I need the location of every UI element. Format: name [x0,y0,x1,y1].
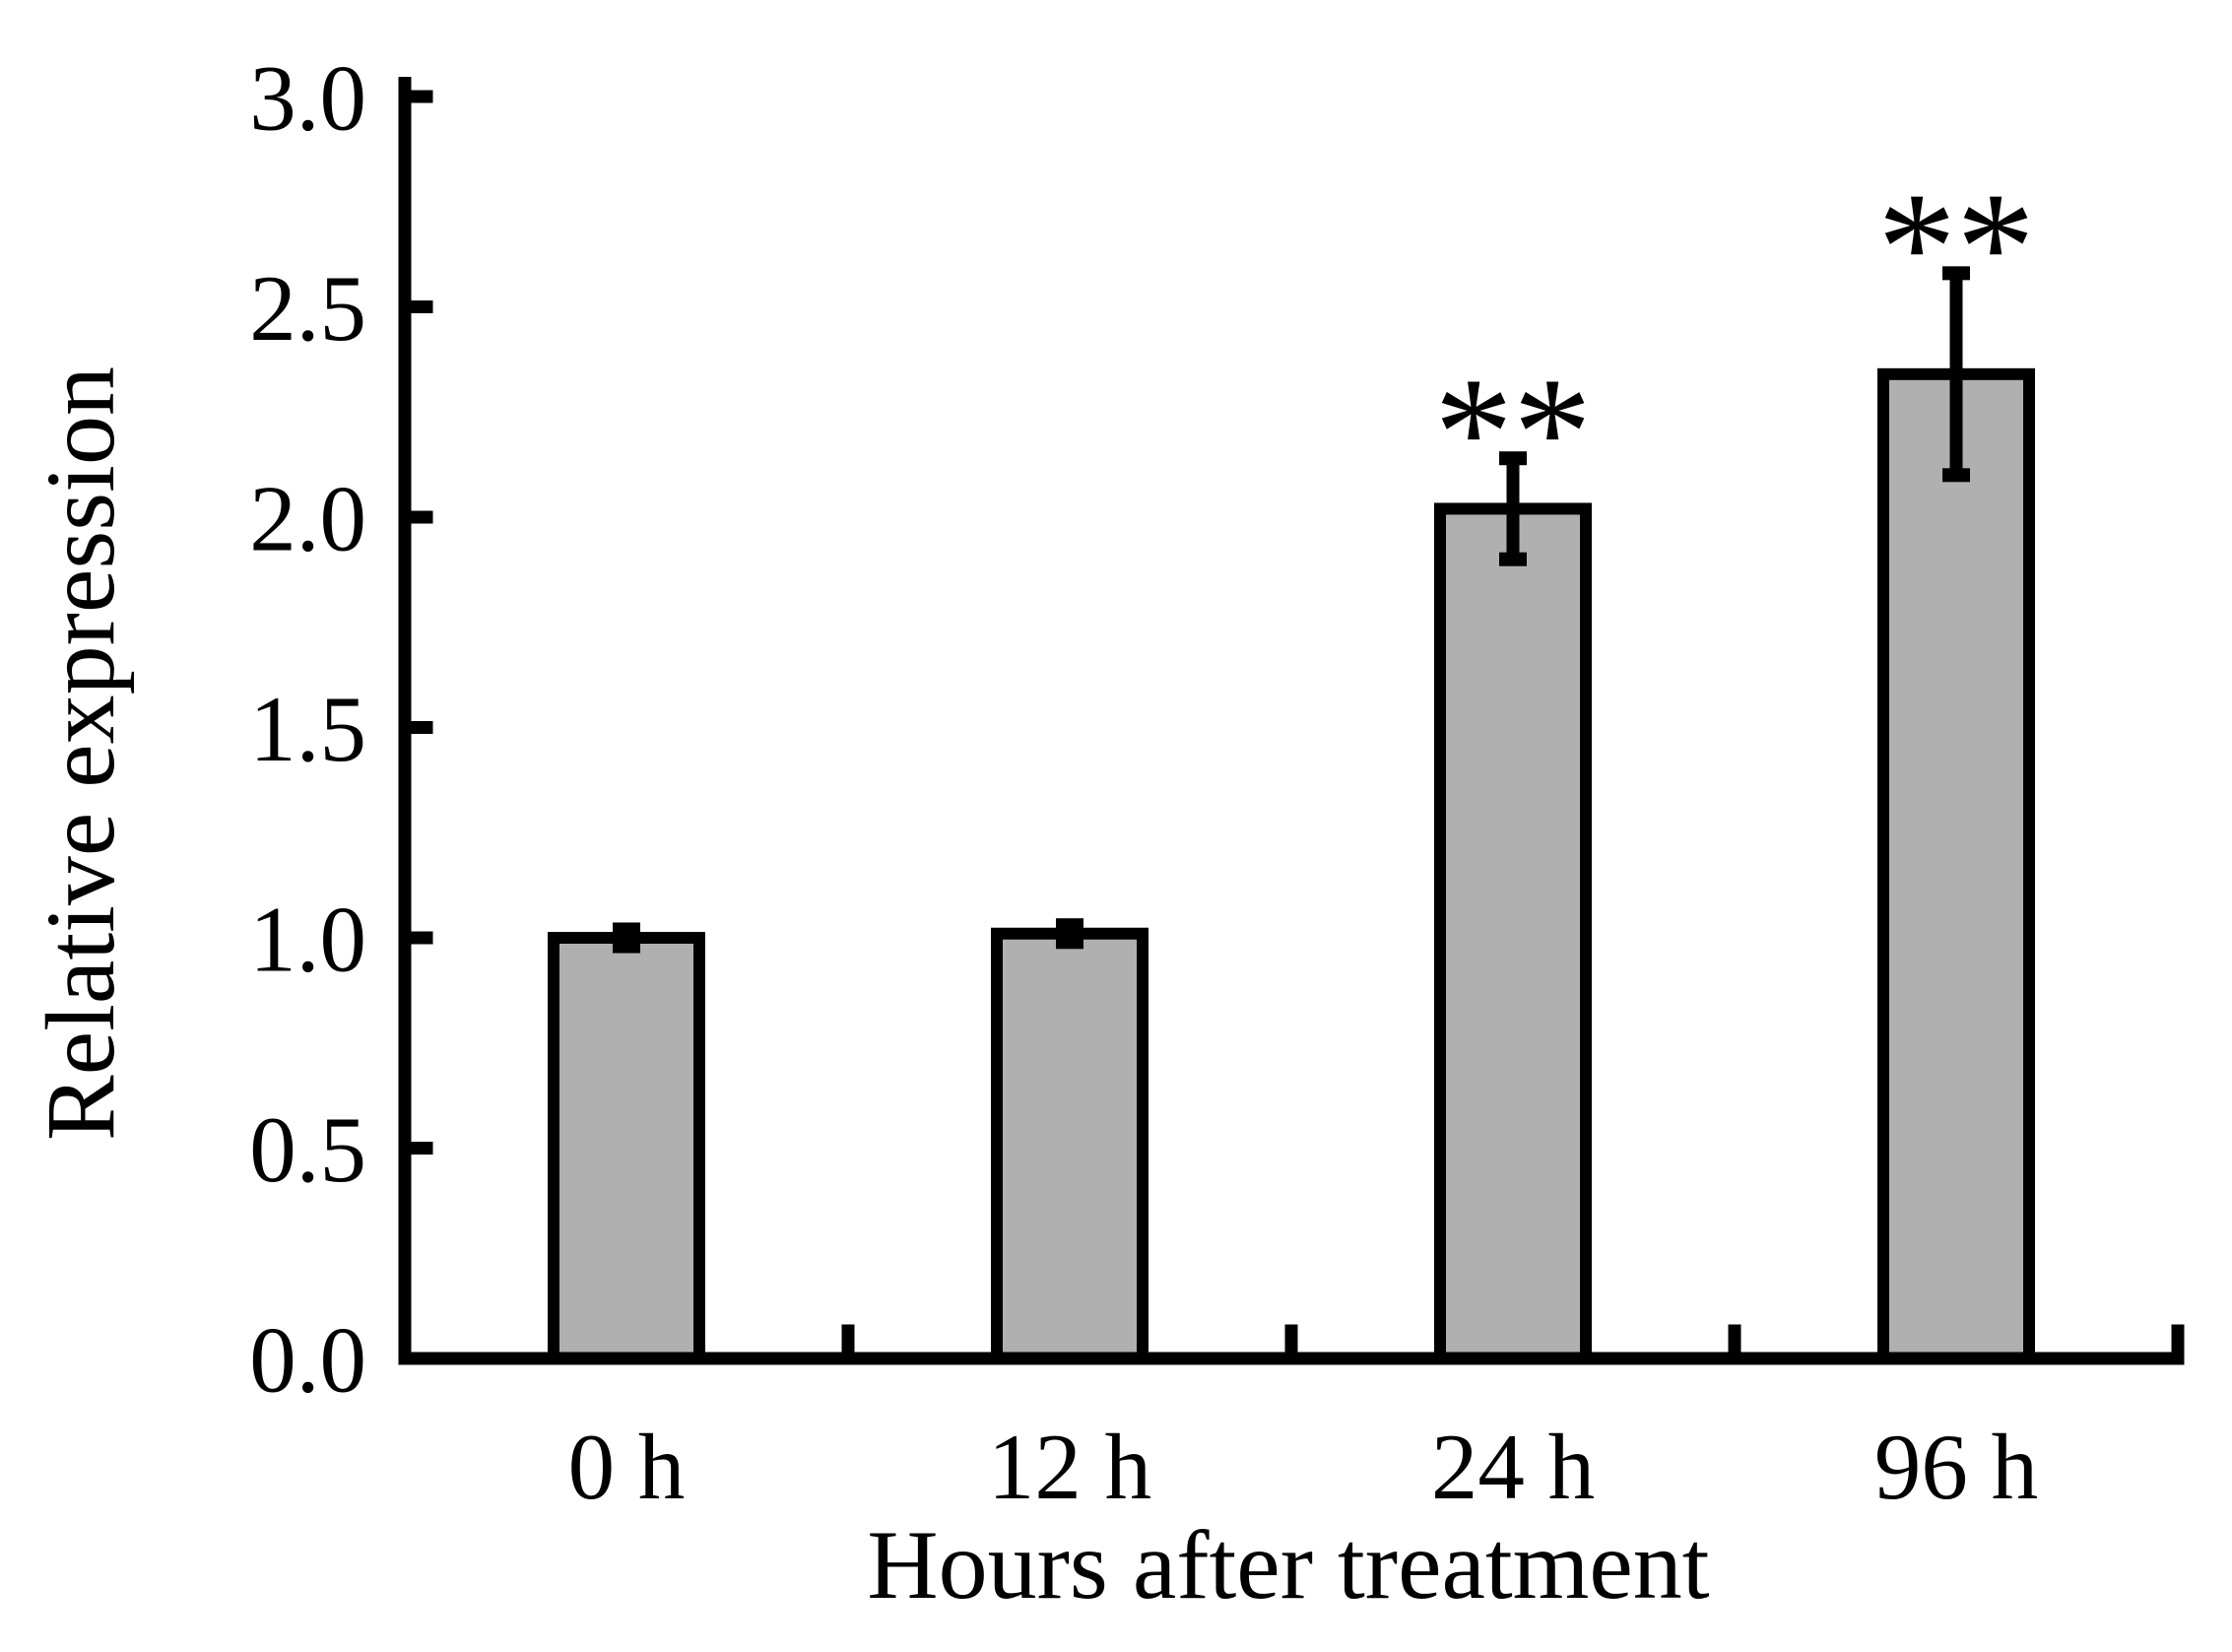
error-bar-cap-top [1942,266,1970,281]
error-bar-whisker [1949,273,1963,476]
x-tick [1284,1324,1298,1353]
x-tick-label: 0 h [568,1415,686,1519]
bar-0h [548,932,705,1364]
significance-marker: ** [1434,344,1592,519]
bar-96h [1877,367,2035,1364]
error-bar-cap-bottom [613,939,640,954]
x-tick [2171,1324,2185,1353]
x-tick-label: 24 h [1431,1415,1595,1519]
x-axis-line [398,1352,2185,1365]
error-bar-cap-top [613,922,640,937]
error-bar [1499,451,1527,566]
y-tick-label: 1.0 [249,887,366,991]
error-bar-cap-top [1499,451,1527,466]
x-tick-label: 12 h [988,1415,1151,1519]
y-tick-label: 1.5 [249,677,366,781]
error-bar [613,922,640,954]
bar-12h [991,927,1149,1364]
y-tick [411,1142,433,1155]
y-tick [411,90,433,103]
error-bar-cap-bottom [1056,935,1083,950]
x-axis-title: Hours after treatment [867,1510,1709,1619]
error-bar-cap-bottom [1942,468,1970,483]
error-bar [1056,918,1083,950]
error-bar [1942,266,1970,483]
y-tick-label: 2.5 [249,256,366,361]
y-tick [411,510,433,524]
x-tick-label: 96 h [1874,1415,2038,1519]
significance-marker: ** [1877,159,2035,334]
y-axis-title: Relative expression [26,366,135,1141]
y-tick [411,931,433,945]
error-bar-cap-bottom [1499,552,1527,566]
y-tick-label: 0.5 [249,1097,366,1202]
y-tick [411,721,433,734]
x-tick [1728,1324,1741,1353]
y-tick [411,300,433,313]
plot-area: 0.0 0.5 1.0 1.5 2.0 2.5 3.0 0 h 12 h 24 h 96 h ** ** [249,45,2185,1519]
x-tick [841,1324,855,1353]
y-tick-label: 2.0 [249,466,366,570]
bar-24h [1434,502,1592,1364]
y-tick-label: 0.0 [249,1307,366,1412]
error-bar-cap-top [1056,918,1083,933]
error-bar-whisker [1506,458,1520,560]
y-axis-line [398,77,412,1365]
y-tick-label: 3.0 [249,45,366,150]
